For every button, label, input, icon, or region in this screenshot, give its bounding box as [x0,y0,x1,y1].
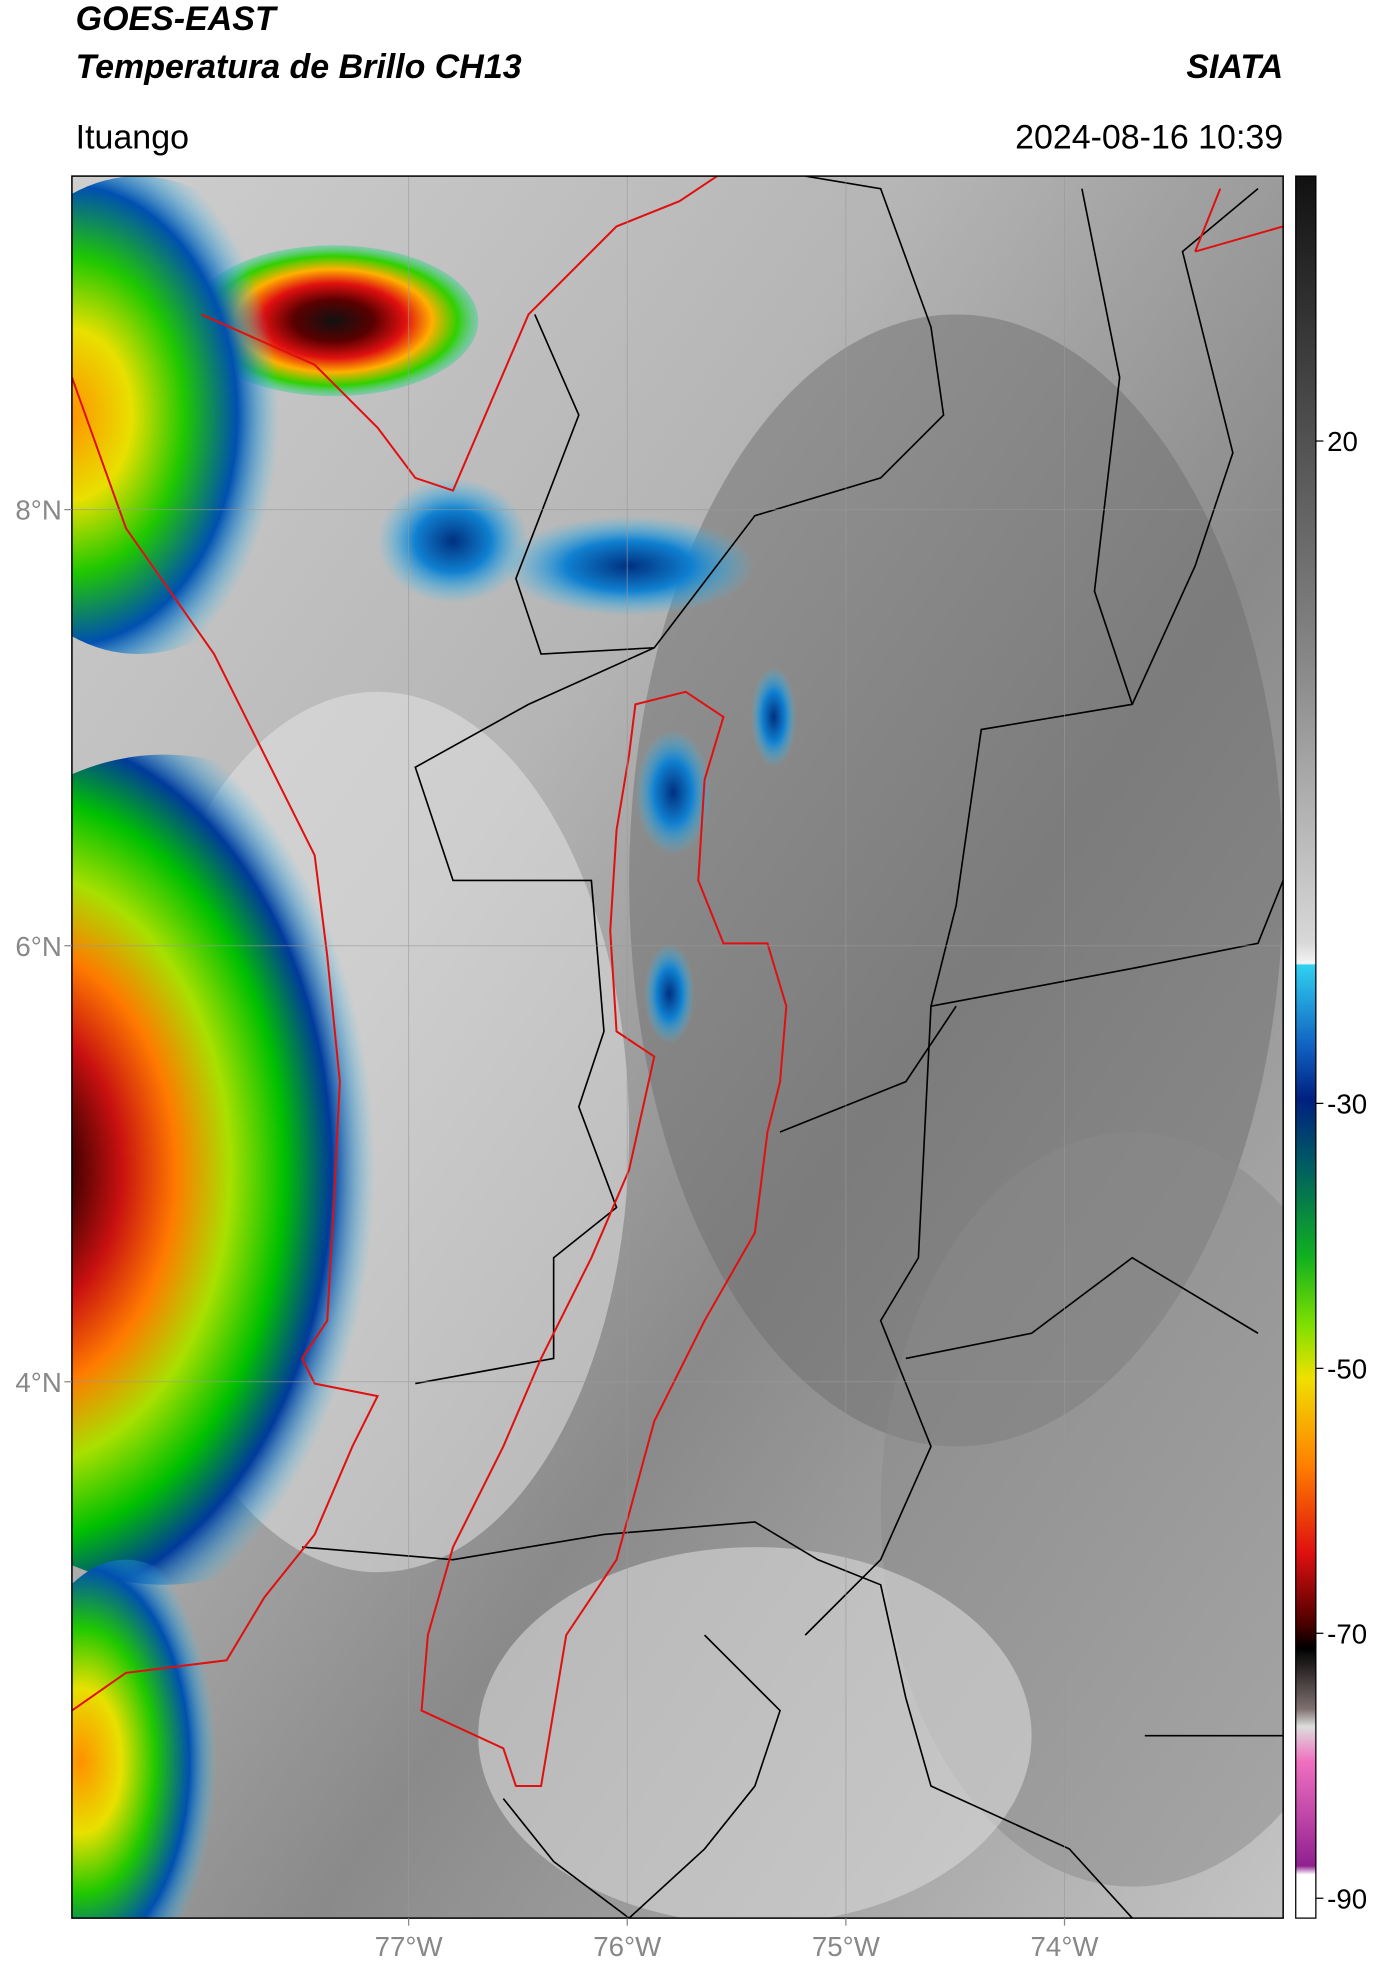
cold-cloud [503,515,755,617]
satellite-title: GOES-EAST [76,0,279,38]
cold-cloud [635,729,711,856]
storm [71,1559,240,1919]
satellite-image [71,176,1284,1919]
x-tick-label: 76°W [593,1931,662,1962]
organization: SIATA [1186,48,1283,86]
map-frame [71,175,1284,1919]
storm [71,754,466,1585]
colorbar-tick-label: -90 [1327,1883,1367,1914]
x-tick-label: 77°W [375,1931,444,1962]
colorbar-tick-label: -50 [1327,1353,1367,1384]
x-tick-label: 75°W [812,1931,881,1962]
location: Ituango [76,118,189,156]
cold-cloud [751,666,797,768]
colorbar-ticks: 20 -30 -50 -70 -90 [1315,426,1367,1914]
y-tick-label: 8°N [15,495,61,526]
grid [71,176,1284,1919]
cold-cloud [644,943,695,1044]
colorbar [1295,175,1317,1919]
x-tick-label: 74°W [1031,1931,1100,1962]
datetime: 2024-08-16 10:39 [1015,118,1283,156]
region-boundaries [71,176,1284,1788]
colorbar-tick-label: -70 [1327,1618,1367,1649]
colorbar-tick-label: 20 [1327,426,1358,457]
product-title: Temperatura de Brillo CH13 [76,48,522,86]
boundaries [302,176,1284,1919]
y-tick-label: 6°N [15,931,61,962]
y-tick-label: 4°N [15,1367,61,1398]
colorbar-tick-label: -30 [1327,1088,1367,1119]
cold-cloud [377,477,529,604]
storm [71,176,315,654]
